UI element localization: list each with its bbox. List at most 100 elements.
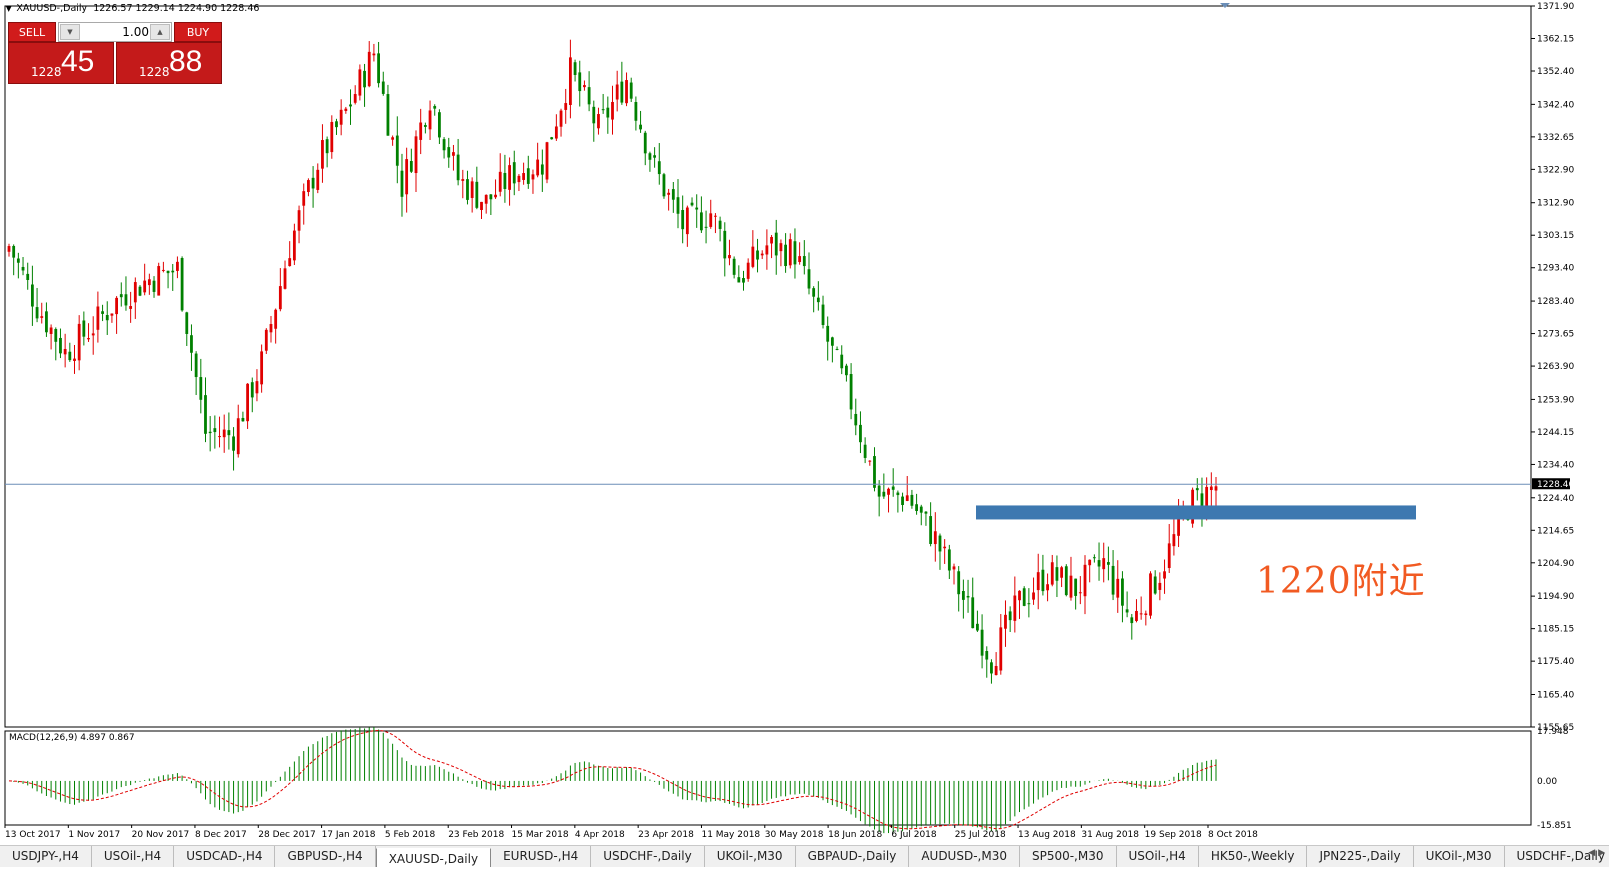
candle-body (690, 202, 694, 206)
candle-body (35, 307, 39, 319)
increase-lot-icon[interactable]: ▲ (150, 24, 170, 40)
candle-body (578, 72, 582, 92)
chart-tab[interactable]: EURUSD-,H4 (491, 846, 592, 867)
date-axis-label: 28 Dec 2017 (258, 830, 316, 840)
candle-body (522, 173, 526, 180)
chart-tab[interactable]: USDCHF-,Daily (591, 846, 705, 867)
candle-body (896, 492, 900, 496)
candle-body (466, 179, 469, 200)
buy-button[interactable]: BUY (174, 22, 222, 42)
candle-body (1074, 578, 1078, 596)
lot-size-value[interactable]: 1.00 (122, 25, 149, 39)
candle-body (1139, 613, 1143, 615)
candle-body (302, 191, 306, 206)
candle-body (269, 324, 273, 333)
candle-body (433, 106, 437, 109)
candle-body (442, 139, 446, 151)
candle-body (1069, 575, 1073, 598)
candle-body (639, 124, 642, 130)
candle-body (82, 320, 86, 337)
sell-button[interactable]: SELL (8, 22, 56, 42)
candle-body (49, 327, 53, 334)
candle-body (311, 177, 315, 189)
chart-tab[interactable]: UKOil-,M30 (705, 846, 796, 867)
chart-tab[interactable]: SP500-,M30 (1020, 846, 1117, 867)
chart-tab[interactable]: JPN225-,Daily (1307, 846, 1414, 867)
candle-body (372, 53, 376, 56)
candle-body (662, 174, 666, 197)
lot-size-field[interactable]: ▼ 1.00 ▲ (58, 22, 172, 42)
candle-body (1004, 614, 1007, 629)
chart-tab[interactable]: AUDUSD-,M30 (909, 846, 1020, 867)
support-zone-box[interactable] (976, 505, 1416, 520)
candle-body (147, 279, 151, 286)
candle-body (793, 241, 797, 265)
macd-axis-label: 17.948 (1537, 727, 1569, 737)
chart-tab[interactable]: USOil-,H4 (92, 846, 175, 867)
candle-body (377, 53, 380, 84)
date-axis-label: 8 Dec 2017 (195, 830, 247, 840)
candle-body (1046, 584, 1049, 591)
candle-body (171, 270, 175, 273)
candle-body (1092, 557, 1096, 559)
macd-signal-line (8, 729, 1217, 830)
chart-tab[interactable]: USDJPY-,H4 (0, 846, 92, 867)
date-axis-label: 15 Mar 2018 (512, 830, 569, 840)
candle-body (105, 314, 109, 321)
chart-tab[interactable]: USOil-,H4 (1117, 846, 1199, 867)
candle-body (1172, 534, 1176, 547)
price-axis-label: 1283.40 (1537, 297, 1574, 307)
decrease-lot-icon[interactable]: ▼ (60, 24, 80, 40)
tab-scroll-icon[interactable]: ◀ ▶ (1588, 848, 1605, 858)
chart-tab[interactable]: USDCHF-,Daily (1505, 846, 1609, 867)
candle-body (494, 194, 497, 198)
candle-body (363, 70, 366, 88)
chart-tab[interactable]: UKOil-,M30 (1414, 846, 1505, 867)
candle-body (699, 212, 703, 231)
candle-body (765, 245, 769, 255)
candle-body (452, 152, 455, 156)
candle-body (620, 81, 624, 103)
buy-price-button[interactable]: 1228 88 (116, 42, 222, 84)
chart-tab[interactable]: XAUUSD-,Daily (375, 848, 492, 867)
candle-body (232, 436, 235, 451)
candle-body (714, 215, 717, 217)
candle-body (1083, 564, 1087, 597)
sell-price-button[interactable]: 1228 45 (8, 42, 114, 84)
chart-tab[interactable]: USDCAD-,H4 (174, 846, 276, 867)
shift-marker-icon[interactable] (1220, 3, 1230, 8)
price-chart[interactable]: 1371.90 1362.15 1352.40 1342.40 1332.65 1322.… (0, 0, 1609, 845)
price-plot-frame (4, 5, 1532, 728)
candle-body (255, 381, 259, 394)
candle-body (208, 431, 212, 434)
price-axis-label: 1214.65 (1537, 526, 1574, 536)
candle-body (143, 280, 147, 293)
chart-window[interactable]: 1371.90 1362.15 1352.40 1342.40 1332.65 1322.… (0, 0, 1609, 865)
chart-tab[interactable]: HK50-,Weekly (1199, 846, 1308, 867)
chart-tab[interactable]: GBPAUD-,Daily (796, 846, 910, 867)
candle-body (1013, 595, 1017, 621)
candle-body (1205, 486, 1209, 514)
price-axis-label: 1322.90 (1537, 165, 1574, 175)
candle-body (667, 192, 671, 195)
candle-body (166, 270, 170, 274)
candle-body (91, 333, 95, 336)
candle-body (943, 546, 947, 549)
price-axis-label: 1362.15 (1537, 35, 1574, 45)
date-axis-label: 25 Jul 2018 (955, 830, 1006, 840)
candle-body (760, 253, 764, 256)
candle-body (746, 262, 750, 279)
date-axis-label: 19 Sep 2018 (1145, 830, 1202, 840)
candle-body (480, 201, 483, 210)
chart-tab[interactable]: GBPUSD-,H4 (275, 846, 376, 867)
candle-body (653, 155, 657, 158)
candle-body (344, 108, 348, 111)
candle-body (1153, 576, 1157, 594)
price-axis-label: 1352.40 (1537, 67, 1574, 77)
candle-body (1055, 567, 1059, 581)
candle-body (938, 535, 942, 552)
candle-body (1125, 609, 1129, 613)
candle-body (199, 377, 203, 400)
candle-body (812, 288, 816, 297)
candle-body (30, 284, 34, 307)
